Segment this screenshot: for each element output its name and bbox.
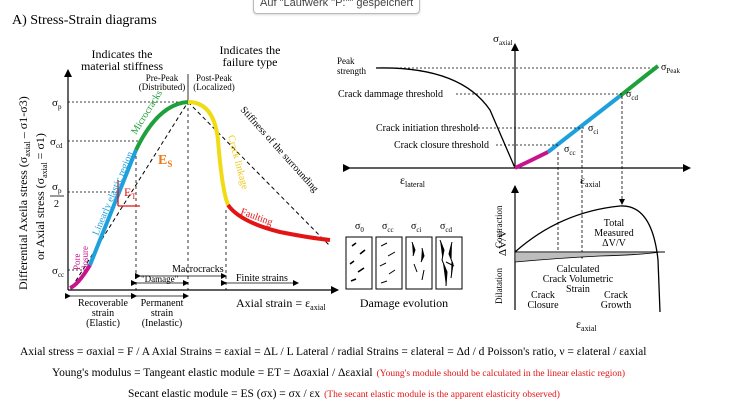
pore-closure-label-1: Pore — [72, 253, 82, 270]
finite-strains-label: Finite strains — [236, 273, 288, 284]
formula-block: Axial stress = σaxial = F / A Axial Stra… — [20, 346, 646, 400]
prepeak-label-2: (Distributed) — [139, 82, 186, 92]
crack-damage-label: Crack dammage threshold — [338, 89, 443, 100]
crack-initiation-label: Crack initiation threshold — [376, 123, 478, 134]
crack-growth-2: Growth — [601, 300, 632, 311]
header-stiffness-2: material stiffness — [81, 59, 163, 73]
figure-title: A) Stress-Strain diagrams — [12, 13, 157, 28]
crack-closure-label: Crack closure threshold — [394, 140, 489, 151]
eps-axial-bottom-label: εaxial — [576, 317, 597, 333]
damage-box-3 — [435, 236, 463, 290]
total-measured-2: Measured — [594, 228, 633, 239]
eps-lateral-label: εlateral — [400, 173, 426, 189]
eps-axial-label: εaxial — [580, 173, 601, 189]
damage-box-2-cracks — [411, 241, 425, 281]
pore-closure-label-2: closure — [80, 246, 90, 272]
dilatation-label: Dilatation — [494, 268, 504, 304]
label-sigma-half: σp — [52, 181, 62, 195]
calculated-3: Strain — [566, 284, 590, 295]
axial-curve-green — [618, 64, 660, 98]
peak-strength-label-2: strength — [337, 66, 366, 76]
damage-evolution-label: Damage evolution — [360, 296, 448, 310]
right-sigma-cc-label: σcc — [564, 144, 576, 157]
prepeak-label-1: Pre-Peak — [146, 73, 179, 83]
damage-box-1-label: σcc — [382, 221, 394, 234]
total-measured-1: Total — [604, 218, 625, 229]
header-stiffness-1: Indicates the — [92, 47, 153, 61]
permanent-label-2: strain — [151, 308, 173, 319]
axial-curve-blue — [546, 94, 622, 154]
right-stress-strain-diagram: σaxial Peak strength σPeak Crack dammage… — [337, 33, 691, 333]
left-yaxis-label-1: Differential Axeila stress (σaxial – σ1-… — [16, 96, 32, 290]
calculated-2: Crack Volumetric — [543, 274, 614, 285]
damage-evolution-boxes: σ0 σcc σci σcd Damage evolution — [345, 221, 463, 310]
label-sigma-cc: σcc — [52, 265, 64, 279]
curve-crack-linkage — [187, 100, 230, 206]
damage-box-2-label: σci — [411, 221, 421, 234]
postpeak-label-2: (Localized) — [193, 82, 234, 92]
damage-box-1-cracks — [379, 242, 396, 284]
secant-line — [71, 101, 189, 288]
damage-box-0-cracks — [349, 242, 366, 282]
es-label: ES — [158, 153, 172, 169]
crack-closure-lbl-1: Crack — [531, 290, 555, 301]
header-failure-2: failure type — [223, 55, 278, 69]
curve-faulting — [226, 203, 331, 242]
left-stress-strain-diagram: Differential Axeila stress (σaxial – σ1-… — [16, 43, 339, 329]
damage-box-1 — [375, 236, 403, 290]
calculated-1: Calculated — [557, 264, 600, 275]
postpeak-label-1: Post-Peak — [196, 73, 233, 83]
axial-curve-magenta — [514, 150, 549, 170]
curve-linear-elastic — [88, 149, 138, 266]
crack-closure-lbl-2: Closure — [527, 300, 559, 311]
formula-line-2: Young's modulus = Tangeant elastic modul… — [52, 367, 625, 379]
contraction-label: Contraction — [494, 205, 504, 248]
damage-box-3-cracks — [439, 239, 455, 287]
label-sigma-cd: σcd — [50, 136, 63, 150]
saved-tooltip: Auf "Laufwerk "P:"" gespeichert — [253, 0, 421, 14]
stiffness-surrounding-label: Stiffness of the surrounding — [238, 105, 321, 195]
right-sigma-axis-label: σaxial — [493, 33, 513, 47]
damage-box-0-label: σ0 — [355, 221, 364, 234]
curve-microcracks — [134, 100, 189, 151]
volumetric-gray-area — [514, 251, 661, 263]
total-volumetric-curve — [514, 205, 661, 313]
sigma-peak-label: σPeak — [661, 62, 680, 75]
damage-box-3-label: σcd — [440, 221, 452, 234]
damage-box-0 — [345, 236, 373, 290]
curve-pore-closure — [69, 263, 92, 290]
left-yaxis-label-2: or Axial stress (σaxial = σ1) — [33, 133, 49, 260]
formula-line-1: Axial stress = σaxial = F / A Axial Stra… — [20, 346, 646, 358]
total-measured-3: ΔV/V — [602, 238, 626, 249]
damage-label: "Damage" — [141, 274, 179, 284]
formula-line-3: Secant elastic module = ES (σx) = σx / ε… — [128, 388, 560, 400]
half-denominator: 2 — [54, 199, 59, 210]
damage-box-2 — [405, 236, 433, 290]
dvv-axis-label: ΔV/V — [497, 230, 509, 256]
recoverable-label-1: Recoverable — [78, 298, 129, 309]
permanent-label-3: (Inelastic) — [142, 318, 183, 329]
macrocracks-label: Macrocracks — [172, 264, 224, 275]
peak-strength-label-1: Peak — [337, 56, 355, 66]
crack-growth-1: Crack — [604, 290, 628, 301]
permanent-label-1: Permanent — [141, 298, 184, 309]
recoverable-label-3: (Elastic) — [86, 318, 120, 329]
right-sigma-ci-label: σci — [588, 123, 598, 136]
right-sigma-cd-label: σcd — [626, 89, 638, 102]
crack-linkage-label: Crack linkage — [225, 134, 250, 191]
label-sigma-p: σp — [52, 97, 62, 111]
et-label: ET — [124, 185, 136, 201]
stiffness-surrounding-line — [187, 101, 331, 247]
left-xaxis-label: Axial strain = εaxial — [236, 296, 326, 312]
recoverable-label-2: strain — [92, 308, 114, 319]
header-failure-1: Indicates the — [220, 43, 281, 57]
lateral-strain-curve — [375, 67, 516, 169]
